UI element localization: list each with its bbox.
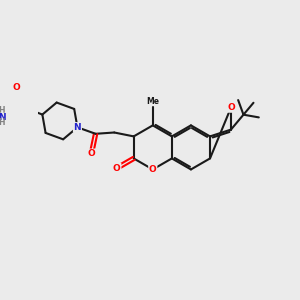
Text: N: N (74, 123, 81, 132)
Text: O: O (113, 164, 121, 172)
Text: O: O (12, 83, 20, 92)
Text: O: O (88, 149, 96, 158)
Text: Me: Me (146, 97, 159, 106)
Text: H: H (0, 118, 5, 127)
Text: N: N (0, 113, 6, 122)
Text: O: O (227, 103, 235, 112)
Text: O: O (149, 165, 157, 174)
Text: H: H (0, 106, 5, 115)
